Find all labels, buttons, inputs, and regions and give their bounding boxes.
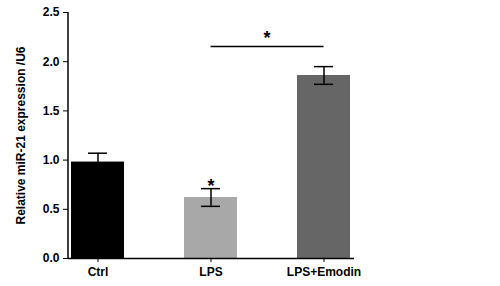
- svg-text:2.0: 2.0: [43, 55, 60, 69]
- svg-text:Relative miR-21 expression /U6: Relative miR-21 expression /U6: [14, 46, 28, 224]
- svg-text:LPS+Emodin: LPS+Emodin: [287, 265, 361, 279]
- svg-text:1.5: 1.5: [43, 104, 60, 118]
- svg-text:Ctrl: Ctrl: [88, 265, 109, 279]
- svg-text:*: *: [207, 176, 214, 196]
- svg-text:0.5: 0.5: [43, 202, 60, 216]
- svg-text:0.0: 0.0: [43, 251, 60, 265]
- svg-text:LPS: LPS: [199, 265, 222, 279]
- svg-text:1.0: 1.0: [43, 153, 60, 167]
- svg-text:*: *: [263, 28, 270, 48]
- svg-text:2.5: 2.5: [43, 5, 60, 19]
